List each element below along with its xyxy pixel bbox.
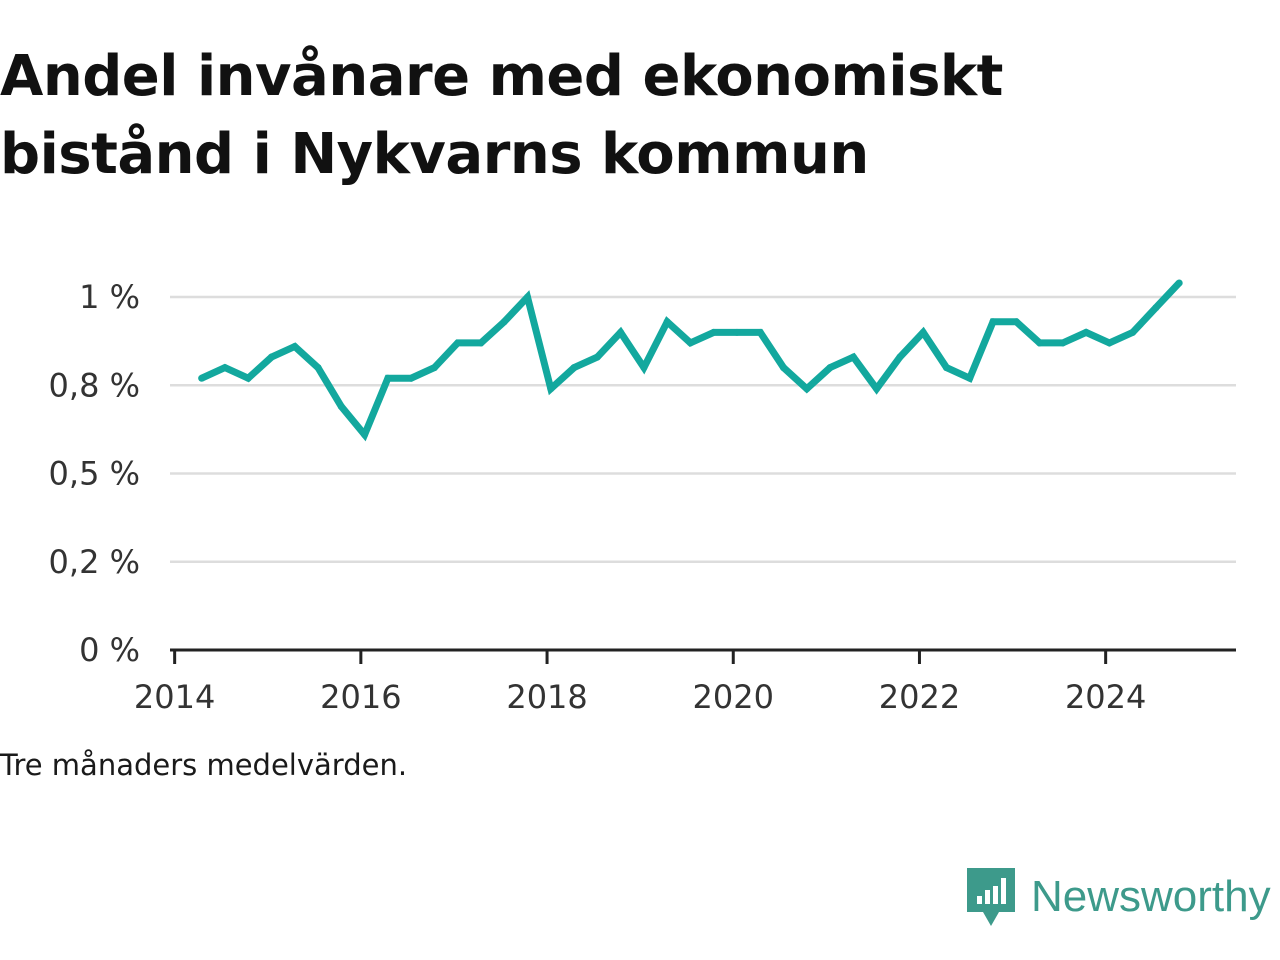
y-tick-label: 0,2 % [49,543,140,581]
grid-lines [170,295,1236,564]
data-point [1082,328,1090,336]
data-point [384,374,392,382]
y-axis: 0 % 0,2 % 0,5 % 0,8 % 1 % [49,278,140,669]
x-axis: 2014 2016 2018 2020 2022 2024 [134,648,1236,716]
data-point [244,374,252,382]
data-point [756,328,764,336]
x-tick-label: 2024 [1065,678,1146,716]
data-point [500,318,508,326]
data-point [733,328,741,336]
data-point [1105,339,1113,347]
data-point [337,402,345,410]
data-point [593,353,601,361]
x-tick-label: 2016 [320,678,401,716]
x-tick-label: 2014 [134,678,215,716]
data-point [291,342,299,350]
data-point [617,328,625,336]
data-point [1129,328,1137,336]
data-point [640,364,648,372]
data-point [407,374,415,382]
data-point [361,431,369,439]
y-tick-label: 0,8 % [49,366,140,404]
data-point [919,328,927,336]
data-point [780,364,788,372]
series-line [200,280,1182,442]
data-point [267,353,275,361]
data-point [710,328,718,336]
data-point [430,364,438,372]
data-point [314,364,322,372]
y-tick-label: 0 % [79,631,140,669]
chart-note: Tre månaders medelvärden. [0,748,408,782]
y-tick-label: 1 % [79,278,140,316]
data-point [1152,304,1160,312]
x-tick-label: 2022 [879,678,960,716]
data-point [686,339,694,347]
data-point [454,339,462,347]
data-point [1175,279,1183,287]
brand-logo: Newsworthy [965,865,1271,929]
data-point [896,353,904,361]
y-tick-label: 0,5 % [49,455,140,493]
data-point [477,339,485,347]
x-tick-label: 2020 [693,678,774,716]
chart-title: Andel invånare med ekonomiskt bistånd i … [0,44,1003,187]
data-point [1036,339,1044,347]
brand-name: Newsworthy [1031,872,1271,921]
data-point [547,385,555,393]
data-point [663,318,671,326]
newsworthy-logo-icon [967,868,1015,926]
data-point [873,385,881,393]
series-group [198,279,1183,442]
data-point [942,364,950,372]
x-tick-label: 2018 [506,678,587,716]
data-point [826,364,834,372]
data-point [989,318,997,326]
data-point [1012,318,1020,326]
data-point [524,293,532,301]
line-chart: 0 %0,2 %0,5 %0,8 %1 % 2014 2016 2018 2020 20… [49,278,1236,716]
data-point [570,364,578,372]
data-point [221,364,229,372]
data-point [849,353,857,361]
data-point [966,374,974,382]
data-point [1059,339,1067,347]
data-point [803,385,811,393]
data-point [198,374,206,382]
